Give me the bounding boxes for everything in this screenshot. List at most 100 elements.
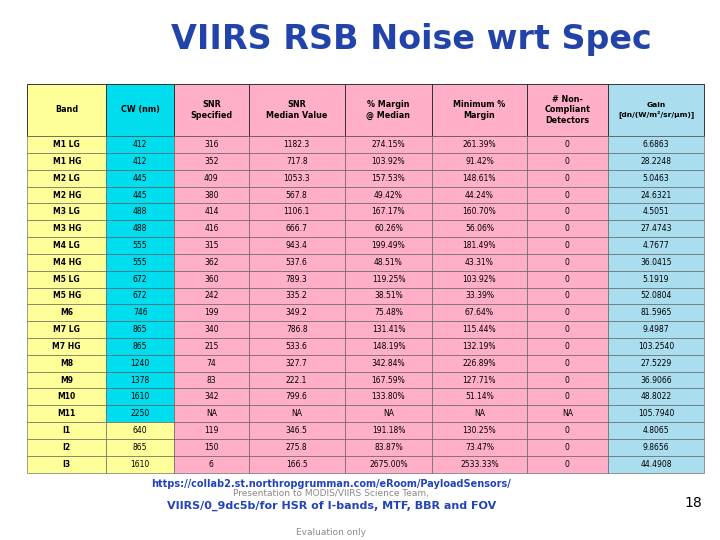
Bar [248, 170, 345, 187]
Bar [608, 456, 704, 472]
Bar [106, 84, 174, 136]
Bar [608, 220, 704, 237]
Bar [27, 84, 106, 136]
Text: 0: 0 [565, 393, 570, 401]
Bar [106, 187, 174, 204]
Text: 672: 672 [133, 275, 148, 284]
Text: 160.70%: 160.70% [462, 207, 496, 217]
Bar [106, 456, 174, 472]
Bar [174, 254, 248, 271]
Text: 166.5: 166.5 [286, 460, 307, 469]
Bar [248, 355, 345, 372]
Text: 2675.00%: 2675.00% [369, 460, 408, 469]
Bar [432, 170, 526, 187]
Text: 157.53%: 157.53% [372, 174, 405, 183]
Text: 132.19%: 132.19% [463, 342, 496, 351]
Bar [608, 287, 704, 305]
Bar [526, 153, 608, 170]
Bar [27, 422, 106, 439]
Text: 1106.1: 1106.1 [284, 207, 310, 217]
Bar [526, 338, 608, 355]
Text: 133.80%: 133.80% [372, 393, 405, 401]
Text: 0: 0 [565, 174, 570, 183]
Text: I2: I2 [63, 443, 71, 452]
Bar [106, 271, 174, 287]
Text: M1 LG: M1 LG [53, 140, 80, 149]
Text: M3 LG: M3 LG [53, 207, 80, 217]
Text: 414: 414 [204, 207, 219, 217]
Text: 127.71%: 127.71% [463, 375, 496, 384]
Bar [432, 305, 526, 321]
Text: 672: 672 [133, 292, 148, 300]
Bar [27, 220, 106, 237]
Bar [345, 287, 432, 305]
Text: 56.06%: 56.06% [465, 224, 494, 233]
Bar [106, 136, 174, 153]
Text: SNR
Median Value: SNR Median Value [266, 100, 328, 120]
Bar [27, 338, 106, 355]
Bar [345, 439, 432, 456]
Text: 191.18%: 191.18% [372, 426, 405, 435]
Text: 24.6321: 24.6321 [641, 191, 672, 200]
Text: 533.6: 533.6 [286, 342, 307, 351]
Text: M6: M6 [60, 308, 73, 318]
Bar [608, 84, 704, 136]
Bar [27, 372, 106, 388]
Text: CW (nm): CW (nm) [121, 105, 160, 114]
Bar [526, 405, 608, 422]
Bar [248, 405, 345, 422]
Bar [608, 355, 704, 372]
Bar [248, 305, 345, 321]
Bar [27, 355, 106, 372]
Text: Gain
[dn/(W/m²/sr/μm)]: Gain [dn/(W/m²/sr/μm)] [618, 103, 694, 118]
Text: 74: 74 [207, 359, 216, 368]
Text: 0: 0 [565, 359, 570, 368]
Bar [526, 388, 608, 405]
Bar [432, 287, 526, 305]
Text: 445: 445 [133, 174, 148, 183]
Text: 105.7940: 105.7940 [638, 409, 674, 418]
Text: 537.6: 537.6 [286, 258, 307, 267]
Text: 44.24%: 44.24% [465, 191, 494, 200]
Text: NA: NA [383, 409, 394, 418]
Text: 0: 0 [565, 258, 570, 267]
Text: I3: I3 [63, 460, 71, 469]
Text: Evaluation only: Evaluation only [296, 528, 366, 537]
Bar [526, 287, 608, 305]
Bar [27, 254, 106, 271]
Text: 2250: 2250 [130, 409, 150, 418]
Text: 666.7: 666.7 [286, 224, 307, 233]
Text: 130.25%: 130.25% [463, 426, 496, 435]
Bar [432, 388, 526, 405]
Bar [526, 271, 608, 287]
Bar [106, 372, 174, 388]
Text: 360: 360 [204, 275, 219, 284]
Text: 274.15%: 274.15% [372, 140, 405, 149]
Text: 103.92%: 103.92% [372, 157, 405, 166]
Text: 6: 6 [209, 460, 214, 469]
Bar [248, 338, 345, 355]
Bar [174, 372, 248, 388]
Bar [248, 321, 345, 338]
Bar [248, 136, 345, 153]
Bar [174, 321, 248, 338]
Bar [345, 136, 432, 153]
Text: Presentation to MODIS/VIIRS Science Team,: Presentation to MODIS/VIIRS Science Team… [233, 489, 429, 498]
Bar [345, 405, 432, 422]
Bar [106, 422, 174, 439]
Bar [432, 271, 526, 287]
Text: I1: I1 [63, 426, 71, 435]
Text: 340: 340 [204, 325, 219, 334]
Bar [608, 271, 704, 287]
Bar [174, 187, 248, 204]
Text: M8: M8 [60, 359, 73, 368]
Bar [345, 204, 432, 220]
Bar [608, 153, 704, 170]
Text: 342: 342 [204, 393, 219, 401]
Bar [608, 321, 704, 338]
Text: 36.9066: 36.9066 [640, 375, 672, 384]
Text: 181.49%: 181.49% [463, 241, 496, 250]
Bar [432, 220, 526, 237]
Bar [27, 204, 106, 220]
Text: 119.25%: 119.25% [372, 275, 405, 284]
